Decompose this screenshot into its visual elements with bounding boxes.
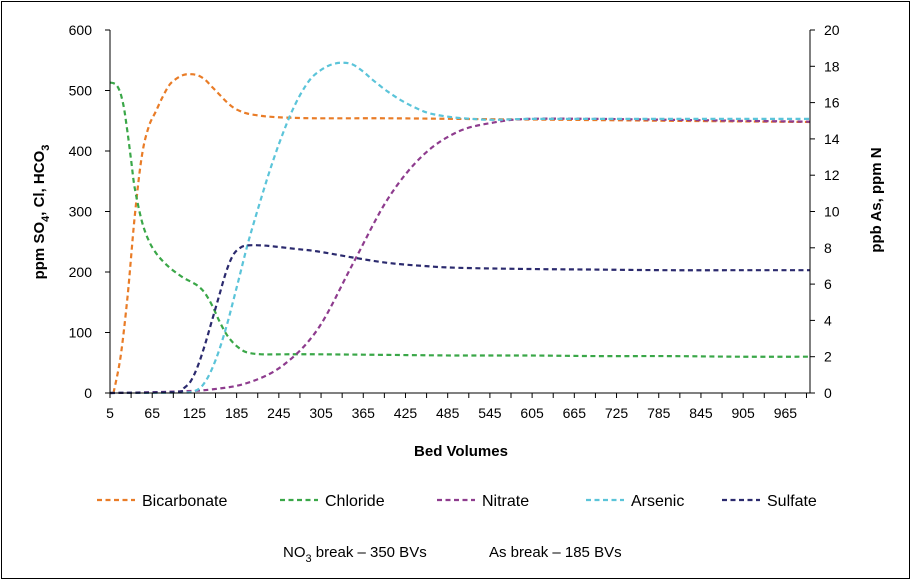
y-tick-label-left: 200: [69, 264, 93, 280]
x-tick-label: 425: [394, 405, 418, 421]
y-tick-label-left: 500: [69, 83, 93, 99]
x-tick-label: 305: [309, 405, 333, 421]
x-tick-label: 785: [647, 405, 671, 421]
y-tick-label-right: 2: [824, 349, 832, 365]
y-tick-label-right: 20: [824, 22, 840, 38]
y-tick-label-right: 10: [824, 204, 840, 220]
y-tick-label-right: 4: [824, 312, 832, 328]
y-tick-label-right: 16: [824, 95, 840, 111]
x-tick-label: 905: [731, 405, 755, 421]
x-tick-label: 245: [267, 405, 291, 421]
plot-area: [109, 61, 811, 395]
legend-label-chloride: Chloride: [325, 493, 385, 510]
y-tick-label-right: 8: [824, 240, 832, 256]
y-axis-title-right: ppb As, ppm N: [868, 147, 885, 252]
axes: 5 65 125 185 245 305 365 425 485 545 605 665 725 785 8…: [69, 22, 840, 421]
y-tick-label-left: 400: [69, 143, 93, 159]
x-tick-label: 605: [520, 405, 544, 421]
y-tick-label-right: 6: [824, 276, 832, 292]
legend-label-nitrate: Nitrate: [482, 493, 529, 510]
legend: Bicarbonate Chloride Nitrate Arsenic Sulfate: [97, 493, 817, 510]
y-tick-label-left: 600: [69, 22, 93, 38]
legend-label-bicarbonate: Bicarbonate: [142, 493, 227, 510]
x-tick-label: 965: [774, 405, 798, 421]
series-line-sulfate: [109, 244, 810, 395]
y-tick-label-left: 0: [84, 385, 92, 401]
annotation-nitrate-break: NO3 break – 350 BVs: [283, 544, 427, 565]
x-axis-title: Bed Volumes: [414, 443, 508, 460]
y-tick-label-right: 12: [824, 167, 840, 183]
series-line-bicarbonate: [112, 73, 811, 394]
x-tick-label: 545: [478, 405, 502, 421]
y-tick-label-right: 18: [824, 58, 840, 74]
x-tick-label: 725: [605, 405, 629, 421]
x-tick-label: 5: [106, 405, 114, 421]
y-tick-label-right: 14: [824, 131, 840, 147]
x-tick-label: 65: [144, 405, 160, 421]
annotation-arsenic-break: As break – 185 BVs: [489, 544, 622, 561]
y-tick-label-right: 0: [824, 385, 832, 401]
legend-label-sulfate: Sulfate: [767, 493, 817, 510]
y-tick-label-left: 300: [69, 204, 93, 220]
x-tick-label: 665: [563, 405, 587, 421]
x-tick-label: 365: [352, 405, 376, 421]
series-line-chloride: [109, 81, 811, 358]
series-line-nitrate: [109, 117, 811, 395]
y-tick-label-left: 100: [69, 325, 93, 341]
legend-label-arsenic: Arsenic: [631, 493, 684, 510]
y-axis-title-left: ppm SO4, Cl, HCO3: [31, 145, 52, 280]
x-tick-label: 485: [436, 405, 460, 421]
x-tick-label: 845: [689, 405, 713, 421]
x-tick-label: 185: [225, 405, 249, 421]
series-line-arsenic: [109, 61, 810, 395]
x-tick-label: 125: [183, 405, 207, 421]
